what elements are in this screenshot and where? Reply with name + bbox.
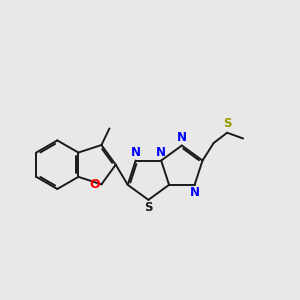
Text: N: N bbox=[156, 146, 166, 159]
Text: N: N bbox=[130, 146, 141, 159]
Text: S: S bbox=[223, 117, 231, 130]
Text: O: O bbox=[89, 178, 100, 191]
Text: S: S bbox=[144, 201, 153, 214]
Text: N: N bbox=[190, 186, 200, 199]
Text: N: N bbox=[177, 131, 187, 144]
